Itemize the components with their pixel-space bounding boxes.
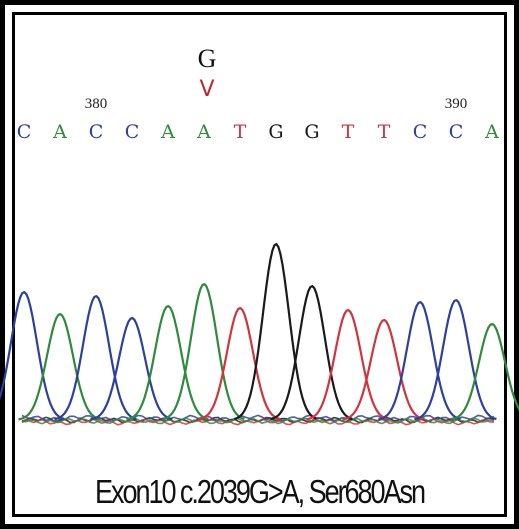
trace-peak-11 xyxy=(378,301,461,421)
position-markers: 380 390 xyxy=(85,96,468,112)
trace-peak-0 xyxy=(0,291,65,421)
variant-marker-icon: V xyxy=(199,77,214,102)
inner-frame xyxy=(12,12,507,517)
figure-caption: Exon10 c.2039G>A, Ser680Asn xyxy=(94,473,426,510)
trace-peak-9 xyxy=(306,309,389,421)
trace-peak-5 xyxy=(162,283,245,421)
trace-peak-6 xyxy=(198,307,281,421)
trace-peak-8 xyxy=(270,285,353,421)
trace-peak-12 xyxy=(414,299,497,421)
base-call-1: A xyxy=(52,121,67,143)
base-call-13: A xyxy=(484,121,499,143)
base-call-11: C xyxy=(413,121,428,143)
position-label-380: 380 xyxy=(85,96,108,112)
position-label-390: 390 xyxy=(445,96,468,112)
trace-layer xyxy=(0,243,519,421)
base-call-3: C xyxy=(125,121,140,143)
base-call-8: G xyxy=(304,121,319,143)
base-call-4: A xyxy=(160,121,175,143)
variant-annotation: G V xyxy=(198,44,217,102)
base-call-12: C xyxy=(449,121,464,143)
trace-peak-3 xyxy=(90,316,173,421)
base-call-7: G xyxy=(268,121,283,143)
trace-peak-2 xyxy=(54,295,137,421)
trace-peak-1 xyxy=(18,313,101,421)
base-call-2: C xyxy=(89,121,104,143)
trace-peak-7 xyxy=(234,243,317,420)
trace-peak-4 xyxy=(126,305,209,421)
base-call-0: C xyxy=(17,121,32,143)
base-call-9: T xyxy=(342,121,355,143)
trace-peak-13 xyxy=(450,322,519,421)
baseline-noise xyxy=(21,414,495,426)
base-call-5: A xyxy=(196,121,211,143)
baseline-band-2 xyxy=(21,414,495,422)
trace-peak-10 xyxy=(342,318,425,421)
base-call-10: T xyxy=(378,121,391,143)
variant-alt-base: G xyxy=(198,44,217,73)
base-call-6: T xyxy=(234,121,247,143)
baseline-band-3 xyxy=(21,417,495,425)
